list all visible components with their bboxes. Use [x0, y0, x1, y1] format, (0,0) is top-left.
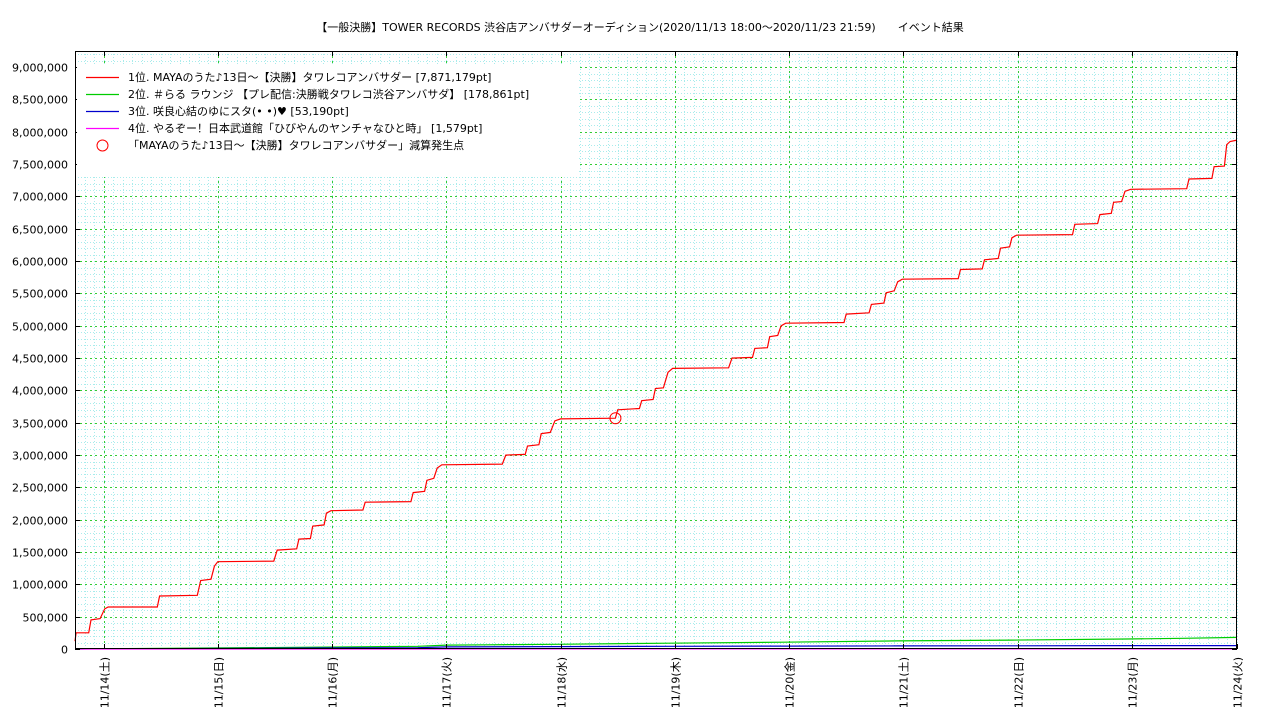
y-tick-label: 7,000,000: [12, 191, 68, 204]
x-tick-label: 11/15(日): [213, 657, 226, 708]
y-tick-label: 500,000: [23, 612, 69, 625]
y-tick-label: 1,500,000: [12, 547, 68, 560]
y-tick-label: 8,500,000: [12, 94, 68, 107]
x-tick-label: 11/16(月): [327, 657, 340, 708]
legend-box: [77, 65, 577, 177]
y-tick-label: 0: [61, 644, 68, 657]
y-tick-label: 5,500,000: [12, 288, 68, 301]
x-tick-label: 11/24(火): [1232, 657, 1245, 708]
y-tick-label: 7,500,000: [12, 159, 68, 172]
decrease-marker: [609, 412, 622, 425]
y-tick-label: 9,000,000: [12, 62, 68, 75]
y-tick-label: 3,500,000: [12, 418, 68, 431]
legend-label: 1位. MAYAのうた♪13日〜【決勝】タワレコアンバサダー [7,871,17…: [128, 70, 491, 84]
y-tick-label: 3,000,000: [12, 450, 68, 463]
legend: 1位. MAYAのうた♪13日〜【決勝】タワレコアンバサダー [7,871,17…: [77, 65, 577, 177]
y-tick-label: 1,000,000: [12, 579, 68, 592]
x-tick-label: 11/22(日): [1013, 657, 1026, 708]
x-tick-label: 11/20(金): [783, 657, 797, 708]
legend-label: 「MAYAのうた♪13日〜【決勝】タワレコアンバサダー」減算発生点: [128, 138, 464, 152]
y-tick-label: 5,000,000: [12, 321, 68, 334]
chart-title: 【一般決勝】TOWER RECORDS 渋谷店アンバサダーオーディション(202…: [316, 21, 964, 34]
major-gridlines: [75, 51, 1237, 649]
y-tick-label: 6,500,000: [12, 224, 68, 237]
y-tick-label: 2,500,000: [12, 482, 68, 495]
y-tick-label: 6,000,000: [12, 256, 68, 269]
marker-layer: [609, 412, 622, 425]
x-tick-label: 11/17(火): [441, 657, 454, 708]
y-axis: 0 500,000 1,000,000 1,500,000 2,000,000 2,500…: [12, 62, 1237, 657]
x-axis: 11/14(土) 11/15(日) 11/16(月) 11/17(火) 11/18(水)…: [99, 51, 1245, 708]
series-line-2: [74, 636, 1238, 650]
x-tick-label: 11/18(水): [556, 657, 569, 708]
legend-marker-swatch: [96, 139, 109, 152]
legend-label: 4位. やるぞー！日本武道館「ひびやんのヤンチャなひと時」 [1,579pt]: [128, 121, 482, 135]
y-tick-label: 4,000,000: [12, 385, 68, 398]
x-tick-label: 11/14(土): [99, 657, 112, 708]
series-line-1: [74, 139, 1238, 642]
plot-frame: [75, 51, 1237, 649]
y-tick-label: 8,000,000: [12, 127, 68, 140]
legend-label: 3位. 咲良心結のゆにスタ(• •)♥ [53,190pt]: [128, 104, 349, 118]
x-tick-label: 11/23(月): [1127, 657, 1140, 708]
y-tick-label: 4,500,000: [12, 353, 68, 366]
x-tick-label: 11/19(木): [670, 657, 683, 708]
y-tick-label: 2,000,000: [12, 515, 68, 528]
x-tick-label: 11/21(土): [898, 657, 911, 708]
legend-label: 2位. ＃らる ラウンジ 【プレ配信:決勝戦タワレコ渋谷アンバサダ】 [178,…: [128, 87, 529, 101]
